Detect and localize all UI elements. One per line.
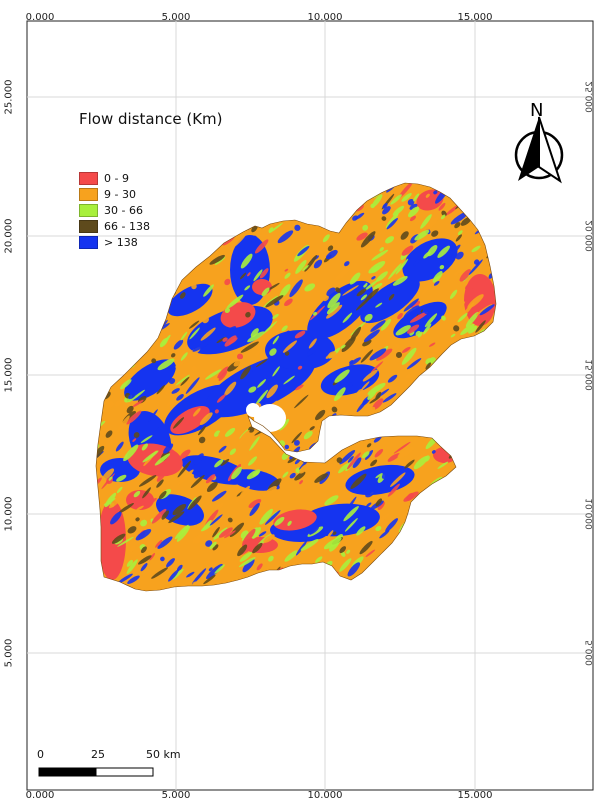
- legend-label: 66 - 138: [104, 219, 150, 233]
- legend-label: 30 - 66: [104, 203, 143, 217]
- grid-tick-bottom: 5.000: [161, 790, 191, 801]
- grid-tick-bottom: 15.000: [457, 790, 493, 801]
- legend-item: 9 - 30: [79, 187, 136, 201]
- legend-swatch: [79, 203, 98, 217]
- scale-bar-label: 50 km: [146, 748, 181, 761]
- grid-tick-bottom: 10.000: [307, 790, 343, 801]
- legend-item: 66 - 138: [79, 219, 150, 233]
- grid-tick-top: 0.000: [25, 12, 55, 23]
- legend-swatch: [79, 235, 98, 249]
- grid-tick-right: 25.000: [585, 81, 595, 113]
- grid-tick-right: 20.000: [585, 220, 595, 252]
- north-arrow-icon: [514, 116, 564, 184]
- country-outline: [95, 182, 497, 592]
- legend-title: Flow distance (Km): [79, 110, 223, 128]
- grid-tick-top: 15.000: [457, 12, 493, 23]
- grid-tick-right: 15.000: [585, 359, 595, 391]
- grid-tick-left: 5.000: [3, 638, 15, 668]
- legend-item: 30 - 66: [79, 203, 143, 217]
- scale-bar-label: 0: [37, 748, 44, 761]
- legend-swatch: [79, 171, 98, 185]
- grid-tick-left: 20.000: [3, 218, 15, 254]
- grid-tick-top: 5.000: [161, 12, 191, 23]
- grid-tick-left: 25.000: [3, 79, 15, 115]
- legend-swatch: [79, 219, 98, 233]
- legend-swatch: [79, 187, 98, 201]
- map-frame: [26, 20, 594, 791]
- legend-label: > 138: [104, 235, 138, 249]
- grid-tick-left: 15.000: [3, 357, 15, 393]
- legend-label: 9 - 30: [104, 187, 136, 201]
- scale-bar-label: 25: [91, 748, 105, 761]
- grid-tick-right: 5.000: [585, 640, 595, 666]
- legend-label: 0 - 9: [104, 171, 129, 185]
- grid-tick-bottom: 0.000: [25, 790, 55, 801]
- flow-distance-raster: [96, 183, 496, 591]
- grid-tick-right: 10.000: [585, 498, 595, 530]
- grid-tick-top: 10.000: [307, 12, 343, 23]
- grid-lines: [27, 21, 593, 790]
- scale-bar: [38, 767, 154, 777]
- north-label: N: [530, 100, 544, 121]
- grid-tick-left: 10.000: [3, 496, 15, 532]
- legend-item: 0 - 9: [79, 171, 129, 185]
- legend-item: > 138: [79, 235, 138, 249]
